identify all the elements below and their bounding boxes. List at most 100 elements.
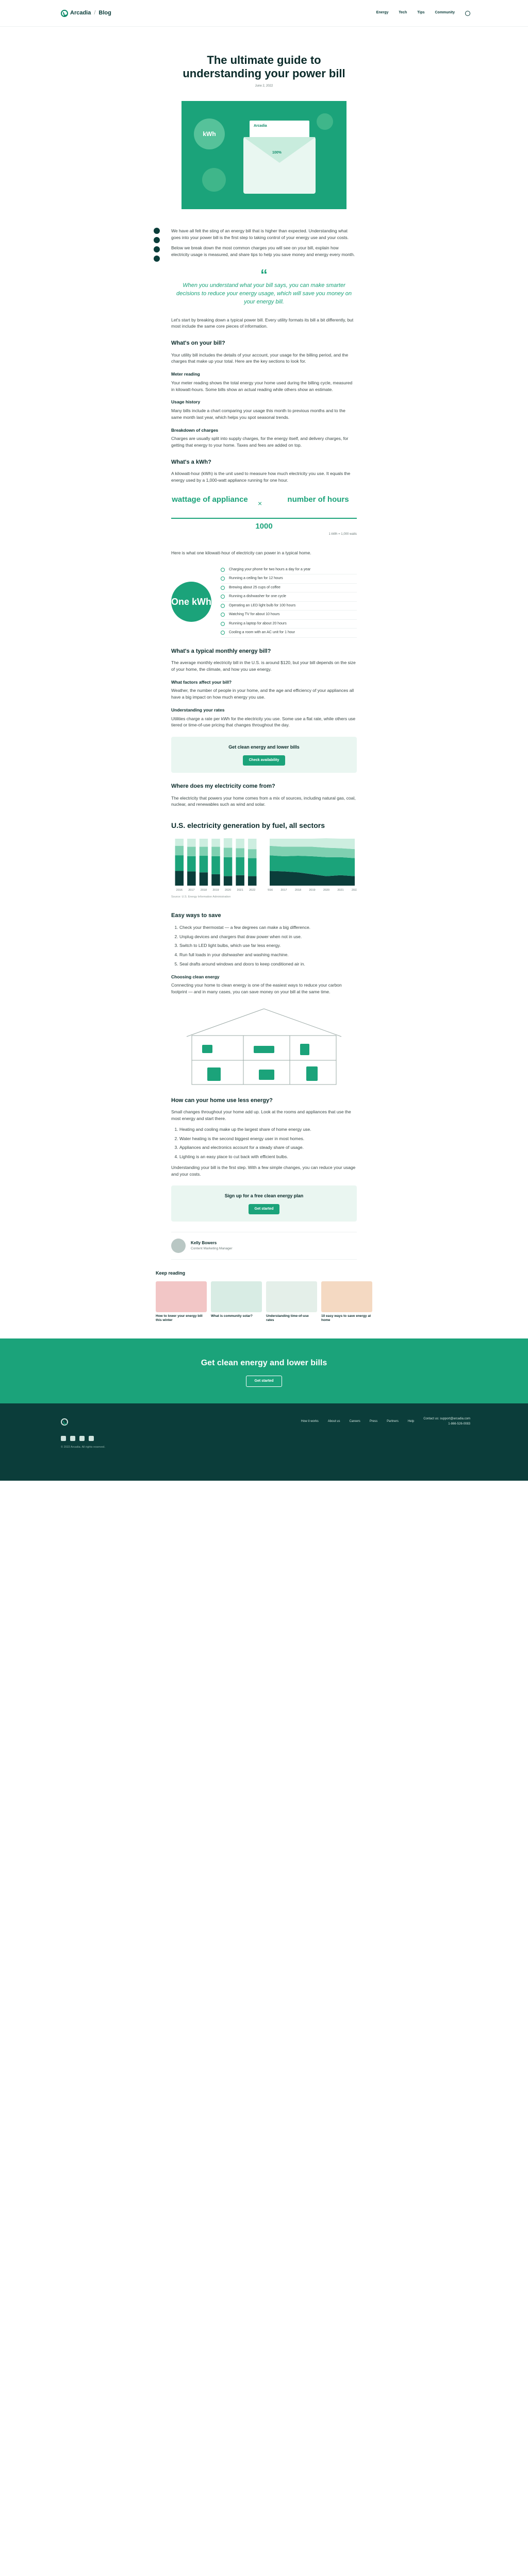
keep-reading: Keep reading How to lower your energy bi…: [156, 1270, 372, 1323]
subheading: Meter reading: [171, 371, 200, 377]
contact-email[interactable]: Contact us: support@arcadia.com: [423, 1417, 470, 1421]
card-title: What is community solar?: [211, 1314, 253, 1318]
bar: [187, 856, 196, 872]
paragraph: Charges are usually split into supply ch…: [171, 436, 349, 448]
bar: [175, 871, 184, 886]
save-list: Check your thermostat — a few degrees ca…: [179, 924, 357, 968]
area-series: [270, 871, 355, 886]
tick-label: 2021: [237, 889, 243, 892]
footer-logo-icon[interactable]: [61, 1418, 68, 1426]
list-item: Switch to LED light bulbs, which use far…: [179, 942, 357, 949]
subheading: Breakdown of charges: [171, 427, 219, 433]
linkedin-icon[interactable]: [89, 1436, 94, 1442]
footer-link[interactable]: Press: [369, 1420, 378, 1423]
dishwasher-icon: [221, 595, 225, 599]
publish-date: June 2, 2022: [255, 84, 273, 88]
contact-phone[interactable]: 1-866-526-0083: [448, 1422, 470, 1426]
nav-item-tech[interactable]: Tech: [399, 11, 407, 15]
section-heading: What's a typical monthly energy bill?: [171, 648, 271, 654]
nav-item-tips[interactable]: Tips: [417, 11, 425, 15]
article-card[interactable]: What is community solar?: [211, 1281, 262, 1323]
article-card[interactable]: Understanding time-of-use rates: [266, 1281, 317, 1323]
bar: [236, 848, 244, 857]
plug-icon: [317, 113, 333, 130]
bar: [236, 839, 244, 849]
arcadia-logo-icon: [61, 9, 68, 17]
home-list: Heating and cooling make up the largest …: [179, 1126, 357, 1160]
section-heading: Easy ways to save: [171, 912, 221, 919]
card-title: Understanding time-of-use rates: [266, 1314, 309, 1323]
footer-link[interactable]: Help: [407, 1420, 415, 1423]
tick-label: 2022: [352, 889, 357, 892]
formula-hours: number of hours: [287, 495, 349, 504]
list-item: Running a ceiling fan for 12 hours: [221, 574, 357, 584]
keep-reading-title: Keep reading: [156, 1270, 186, 1276]
nav-item-community[interactable]: Community: [435, 11, 455, 15]
list-item: Seal drafts around windows and doors to …: [179, 961, 357, 968]
banner-get-started-button[interactable]: Get started: [245, 1375, 283, 1387]
formula-denominator: 1000: [255, 521, 273, 531]
bar: [211, 874, 220, 886]
article-card[interactable]: How to lower your energy bill this winte…: [156, 1281, 207, 1323]
footer-link[interactable]: Careers: [349, 1420, 360, 1423]
footer-link[interactable]: How it works: [301, 1420, 319, 1423]
bar: [223, 838, 233, 848]
search-icon[interactable]: [465, 10, 470, 16]
footer-contact: Contact us: support@arcadia.com 1-866-52…: [423, 1417, 470, 1427]
linkedin-icon[interactable]: [154, 246, 160, 252]
list-item: Running a dishwasher for one cycle: [221, 592, 357, 602]
twitter-icon[interactable]: [154, 236, 160, 243]
paragraph: Weather, the number of people in your ho…: [171, 688, 354, 700]
hero-illustration: kWh Arcadia 100%: [182, 100, 346, 209]
bar: [223, 857, 233, 876]
quote-icon: “: [260, 266, 268, 282]
list-item: Brewing about 25 cups of coffee: [221, 584, 357, 593]
instagram-icon[interactable]: [70, 1436, 75, 1442]
card-title: How to lower your energy bill this winte…: [156, 1314, 203, 1323]
facebook-icon[interactable]: [154, 227, 160, 234]
bar: [199, 846, 208, 856]
list-item: Cooling a room with an AC unit for 1 hou…: [221, 629, 357, 638]
bar: [236, 857, 244, 875]
envelope-flap: [243, 137, 316, 163]
twitter-icon[interactable]: [79, 1436, 85, 1442]
paragraph: Let's start by breaking down a typical p…: [171, 317, 354, 329]
tick-label: 2017: [280, 889, 287, 892]
email-icon[interactable]: [154, 255, 160, 262]
footer-link[interactable]: Partners: [387, 1420, 399, 1423]
get-started-button[interactable]: Get started: [248, 1204, 280, 1215]
tick-label: 2021: [337, 889, 343, 892]
subheading: Understanding your rates: [171, 707, 225, 713]
section-heading: Where does my electricity come from?: [171, 783, 275, 790]
house-icon: [186, 1008, 342, 1085]
bar: [236, 875, 244, 886]
bar: [199, 872, 208, 886]
paragraph: Many bills include a chart comparing you…: [171, 408, 345, 420]
brand-logo[interactable]: Arcadia / Blog: [61, 9, 111, 18]
paragraph: The electricity that powers your home co…: [171, 795, 356, 807]
formula-times: ×: [258, 499, 262, 507]
kwh-badge: kWh: [194, 118, 225, 149]
nav-item-energy[interactable]: Energy: [376, 11, 389, 15]
area-series: [270, 855, 355, 876]
brand-name: Arcadia: [70, 10, 91, 16]
tick-label: 2016: [268, 889, 273, 892]
tick-label: 2018: [295, 889, 301, 892]
hero: The ultimate guide to understanding your…: [0, 27, 528, 89]
article-card[interactable]: 10 easy ways to save energy at home: [321, 1281, 372, 1323]
bar: [223, 848, 233, 857]
paragraph: Understanding your bill is the first ste…: [171, 1164, 356, 1177]
bar: [248, 858, 257, 876]
check-availability-button[interactable]: Check availability: [242, 755, 286, 766]
area-series: [270, 845, 355, 858]
cta-title: Get clean energy and lower bills: [228, 744, 300, 750]
author-name[interactable]: Kelly Bowers: [191, 1241, 217, 1246]
cta-title: Sign up for a free clean energy plan: [224, 1193, 304, 1199]
social-links: [61, 1436, 470, 1442]
bar: [175, 839, 184, 846]
ac-icon: [221, 631, 225, 635]
facebook-icon[interactable]: [61, 1436, 66, 1442]
footer-link[interactable]: About us: [327, 1420, 340, 1423]
article-body: We have all felt the sting of an energy …: [154, 227, 357, 808]
